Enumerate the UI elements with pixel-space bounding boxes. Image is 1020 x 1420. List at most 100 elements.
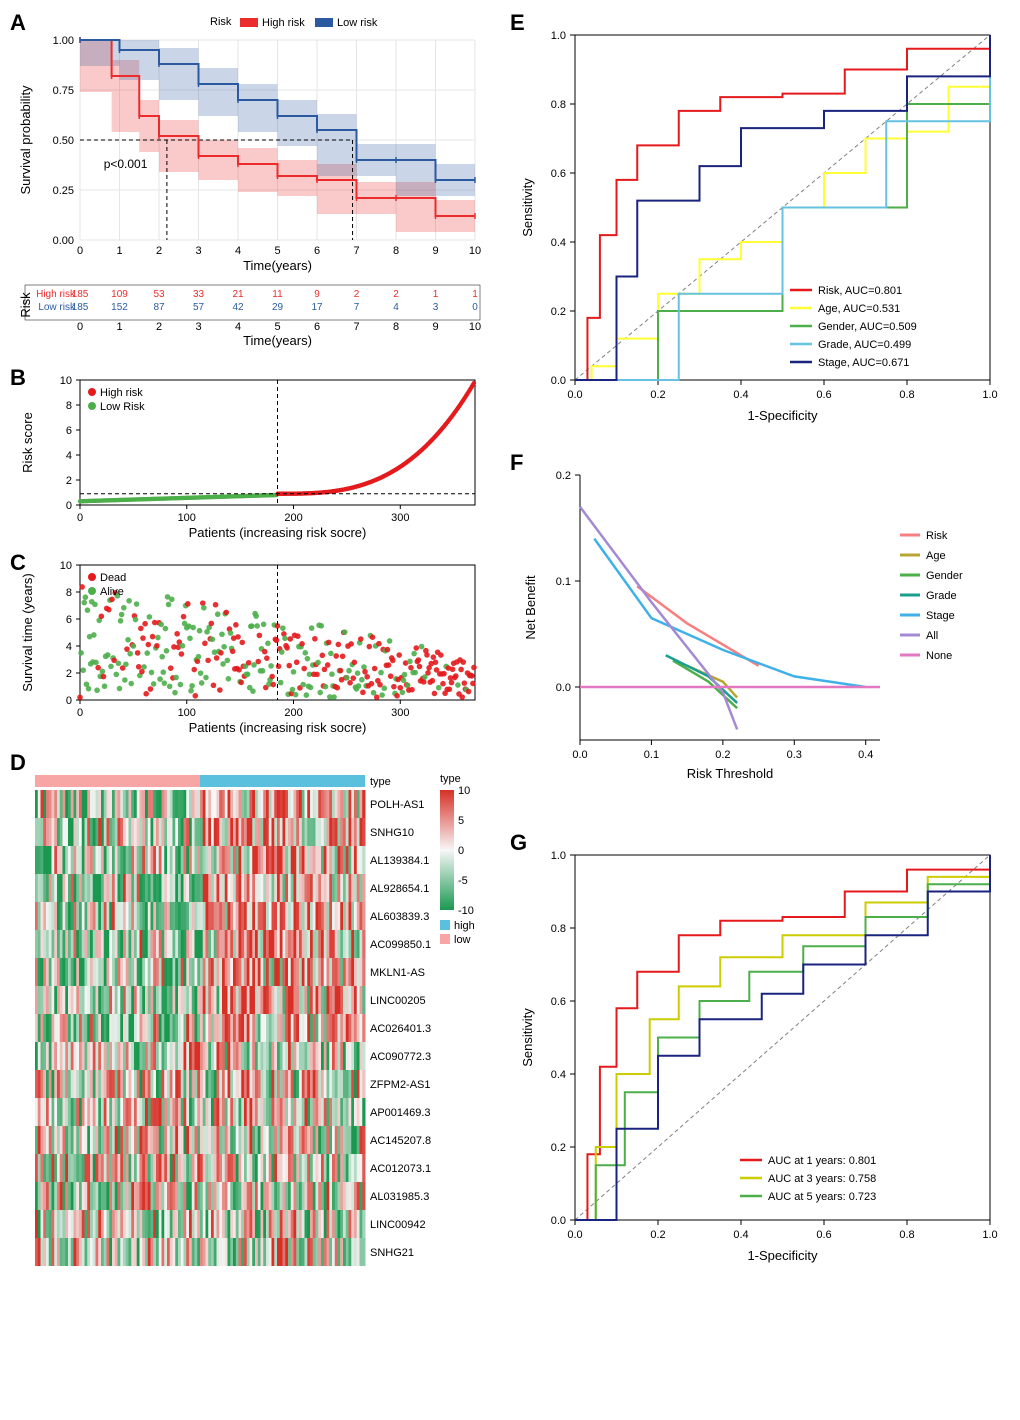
svg-text:300: 300 (391, 707, 409, 719)
svg-text:1: 1 (472, 289, 478, 300)
svg-text:4: 4 (235, 321, 241, 333)
svg-text:200: 200 (284, 707, 302, 719)
svg-text:Dead: Dead (100, 572, 126, 584)
svg-text:0.2: 0.2 (551, 306, 566, 318)
panel-d-label: D (10, 750, 26, 776)
svg-text:87: 87 (153, 302, 165, 313)
svg-text:3: 3 (195, 245, 201, 257)
panel-a-label: A (10, 10, 26, 36)
svg-text:AL031985.3: AL031985.3 (370, 1191, 429, 1203)
svg-text:0.0: 0.0 (551, 375, 566, 387)
svg-text:10: 10 (469, 245, 481, 257)
svg-text:5: 5 (458, 815, 464, 827)
km-plot: RiskHigh riskLow risk0.000.250.500.751.0… (10, 10, 490, 360)
svg-text:AC099850.1: AC099850.1 (370, 939, 431, 951)
svg-text:0.75: 0.75 (53, 85, 74, 97)
svg-text:7: 7 (353, 321, 359, 333)
svg-text:200: 200 (284, 512, 302, 524)
svg-text:Low risk: Low risk (337, 17, 378, 29)
svg-text:Alive: Alive (100, 586, 124, 598)
figure-container: A RiskHigh riskLow risk0.000.250.500.751… (10, 10, 1010, 1270)
svg-text:1.0: 1.0 (551, 30, 566, 42)
svg-text:0.0: 0.0 (556, 682, 571, 694)
panel-c: C 01002003000246810DeadAlivePatients (in… (10, 550, 490, 740)
svg-text:0.0: 0.0 (572, 749, 587, 761)
svg-text:0: 0 (77, 512, 83, 524)
svg-text:AC090772.3: AC090772.3 (370, 1051, 431, 1063)
svg-text:high: high (454, 920, 475, 932)
risk-score-plot: 01002003000246810High riskLow RiskPatien… (10, 365, 490, 545)
panel-a: A RiskHigh riskLow risk0.000.250.500.751… (10, 10, 490, 360)
svg-text:AUC at 1 years: 0.801: AUC at 1 years: 0.801 (768, 1155, 876, 1167)
svg-text:10: 10 (469, 321, 481, 333)
svg-text:57: 57 (193, 302, 205, 313)
svg-text:type: type (370, 776, 391, 788)
svg-text:53: 53 (153, 289, 165, 300)
svg-text:Survival probability: Survival probability (18, 85, 33, 195)
panel-d: D typePOLH-AS1SNHG10AL139384.1AL928654.1… (10, 750, 490, 1270)
roc-plot-e: 0.00.20.40.60.81.00.00.20.40.60.81.0Risk… (510, 10, 1010, 430)
svg-text:Survival time (years): Survival time (years) (20, 573, 35, 691)
svg-text:Low Risk: Low Risk (100, 401, 145, 413)
svg-text:AC145207.8: AC145207.8 (370, 1135, 431, 1147)
svg-text:Time(years): Time(years) (243, 258, 312, 273)
svg-text:Grade: Grade (926, 590, 957, 602)
svg-text:0.8: 0.8 (551, 923, 566, 935)
svg-text:0: 0 (66, 695, 72, 707)
svg-text:0.8: 0.8 (899, 389, 914, 401)
roc-plot-g: 0.00.20.40.60.81.00.00.20.40.60.81.0AUC … (510, 830, 1010, 1270)
svg-text:29: 29 (272, 302, 284, 313)
panel-g-label: G (510, 830, 527, 856)
svg-text:All: All (926, 630, 938, 642)
svg-text:10: 10 (458, 785, 470, 797)
svg-text:Risk score: Risk score (20, 412, 35, 473)
svg-text:0.2: 0.2 (715, 749, 730, 761)
svg-text:1: 1 (116, 321, 122, 333)
svg-text:0.1: 0.1 (556, 576, 571, 588)
svg-text:0: 0 (472, 302, 478, 313)
svg-text:0.6: 0.6 (816, 1229, 831, 1241)
svg-text:SNHG10: SNHG10 (370, 827, 414, 839)
svg-text:POLH-AS1: POLH-AS1 (370, 799, 424, 811)
svg-text:185: 185 (72, 289, 89, 300)
svg-text:2: 2 (156, 321, 162, 333)
svg-text:6: 6 (314, 321, 320, 333)
svg-text:Gender: Gender (926, 570, 963, 582)
svg-text:9: 9 (314, 289, 320, 300)
svg-text:AL928654.1: AL928654.1 (370, 883, 429, 895)
svg-text:Risk: Risk (210, 16, 232, 28)
svg-text:AP001469.3: AP001469.3 (370, 1107, 431, 1119)
svg-text:0.6: 0.6 (816, 389, 831, 401)
svg-text:Gender, AUC=0.509: Gender, AUC=0.509 (818, 321, 917, 333)
svg-text:0.50: 0.50 (53, 135, 74, 147)
svg-text:ZFPM2-AS1: ZFPM2-AS1 (370, 1079, 431, 1091)
svg-text:21: 21 (232, 289, 244, 300)
svg-text:8: 8 (393, 245, 399, 257)
svg-text:300: 300 (391, 512, 409, 524)
svg-text:AUC at 5 years: 0.723: AUC at 5 years: 0.723 (768, 1191, 876, 1203)
svg-text:2: 2 (66, 475, 72, 487)
svg-text:-5: -5 (458, 875, 468, 887)
svg-text:Age, AUC=0.531: Age, AUC=0.531 (818, 303, 900, 315)
svg-text:6: 6 (314, 245, 320, 257)
svg-text:0: 0 (458, 845, 464, 857)
svg-text:8: 8 (66, 400, 72, 412)
left-column: A RiskHigh riskLow risk0.000.250.500.751… (10, 10, 490, 1270)
svg-text:17: 17 (311, 302, 323, 313)
svg-text:0: 0 (77, 245, 83, 257)
right-column: E 0.00.20.40.60.81.00.00.20.40.60.81.0Ri… (510, 10, 1010, 1270)
svg-text:5: 5 (274, 321, 280, 333)
panel-f: F 0.00.10.20.30.40.00.10.2RiskAgeGenderG… (510, 450, 1010, 790)
svg-text:10: 10 (60, 560, 72, 572)
svg-text:152: 152 (111, 302, 128, 313)
svg-text:0.2: 0.2 (551, 1142, 566, 1154)
panel-e-label: E (510, 10, 525, 36)
svg-text:0.4: 0.4 (858, 749, 873, 761)
svg-text:100: 100 (178, 512, 196, 524)
svg-text:AC012073.1: AC012073.1 (370, 1163, 431, 1175)
svg-text:0.25: 0.25 (53, 185, 74, 197)
svg-text:0.8: 0.8 (899, 1229, 914, 1241)
svg-text:AL603839.3: AL603839.3 (370, 911, 429, 923)
panel-b: B 01002003000246810High riskLow RiskPati… (10, 365, 490, 545)
svg-text:SNHG21: SNHG21 (370, 1247, 414, 1259)
